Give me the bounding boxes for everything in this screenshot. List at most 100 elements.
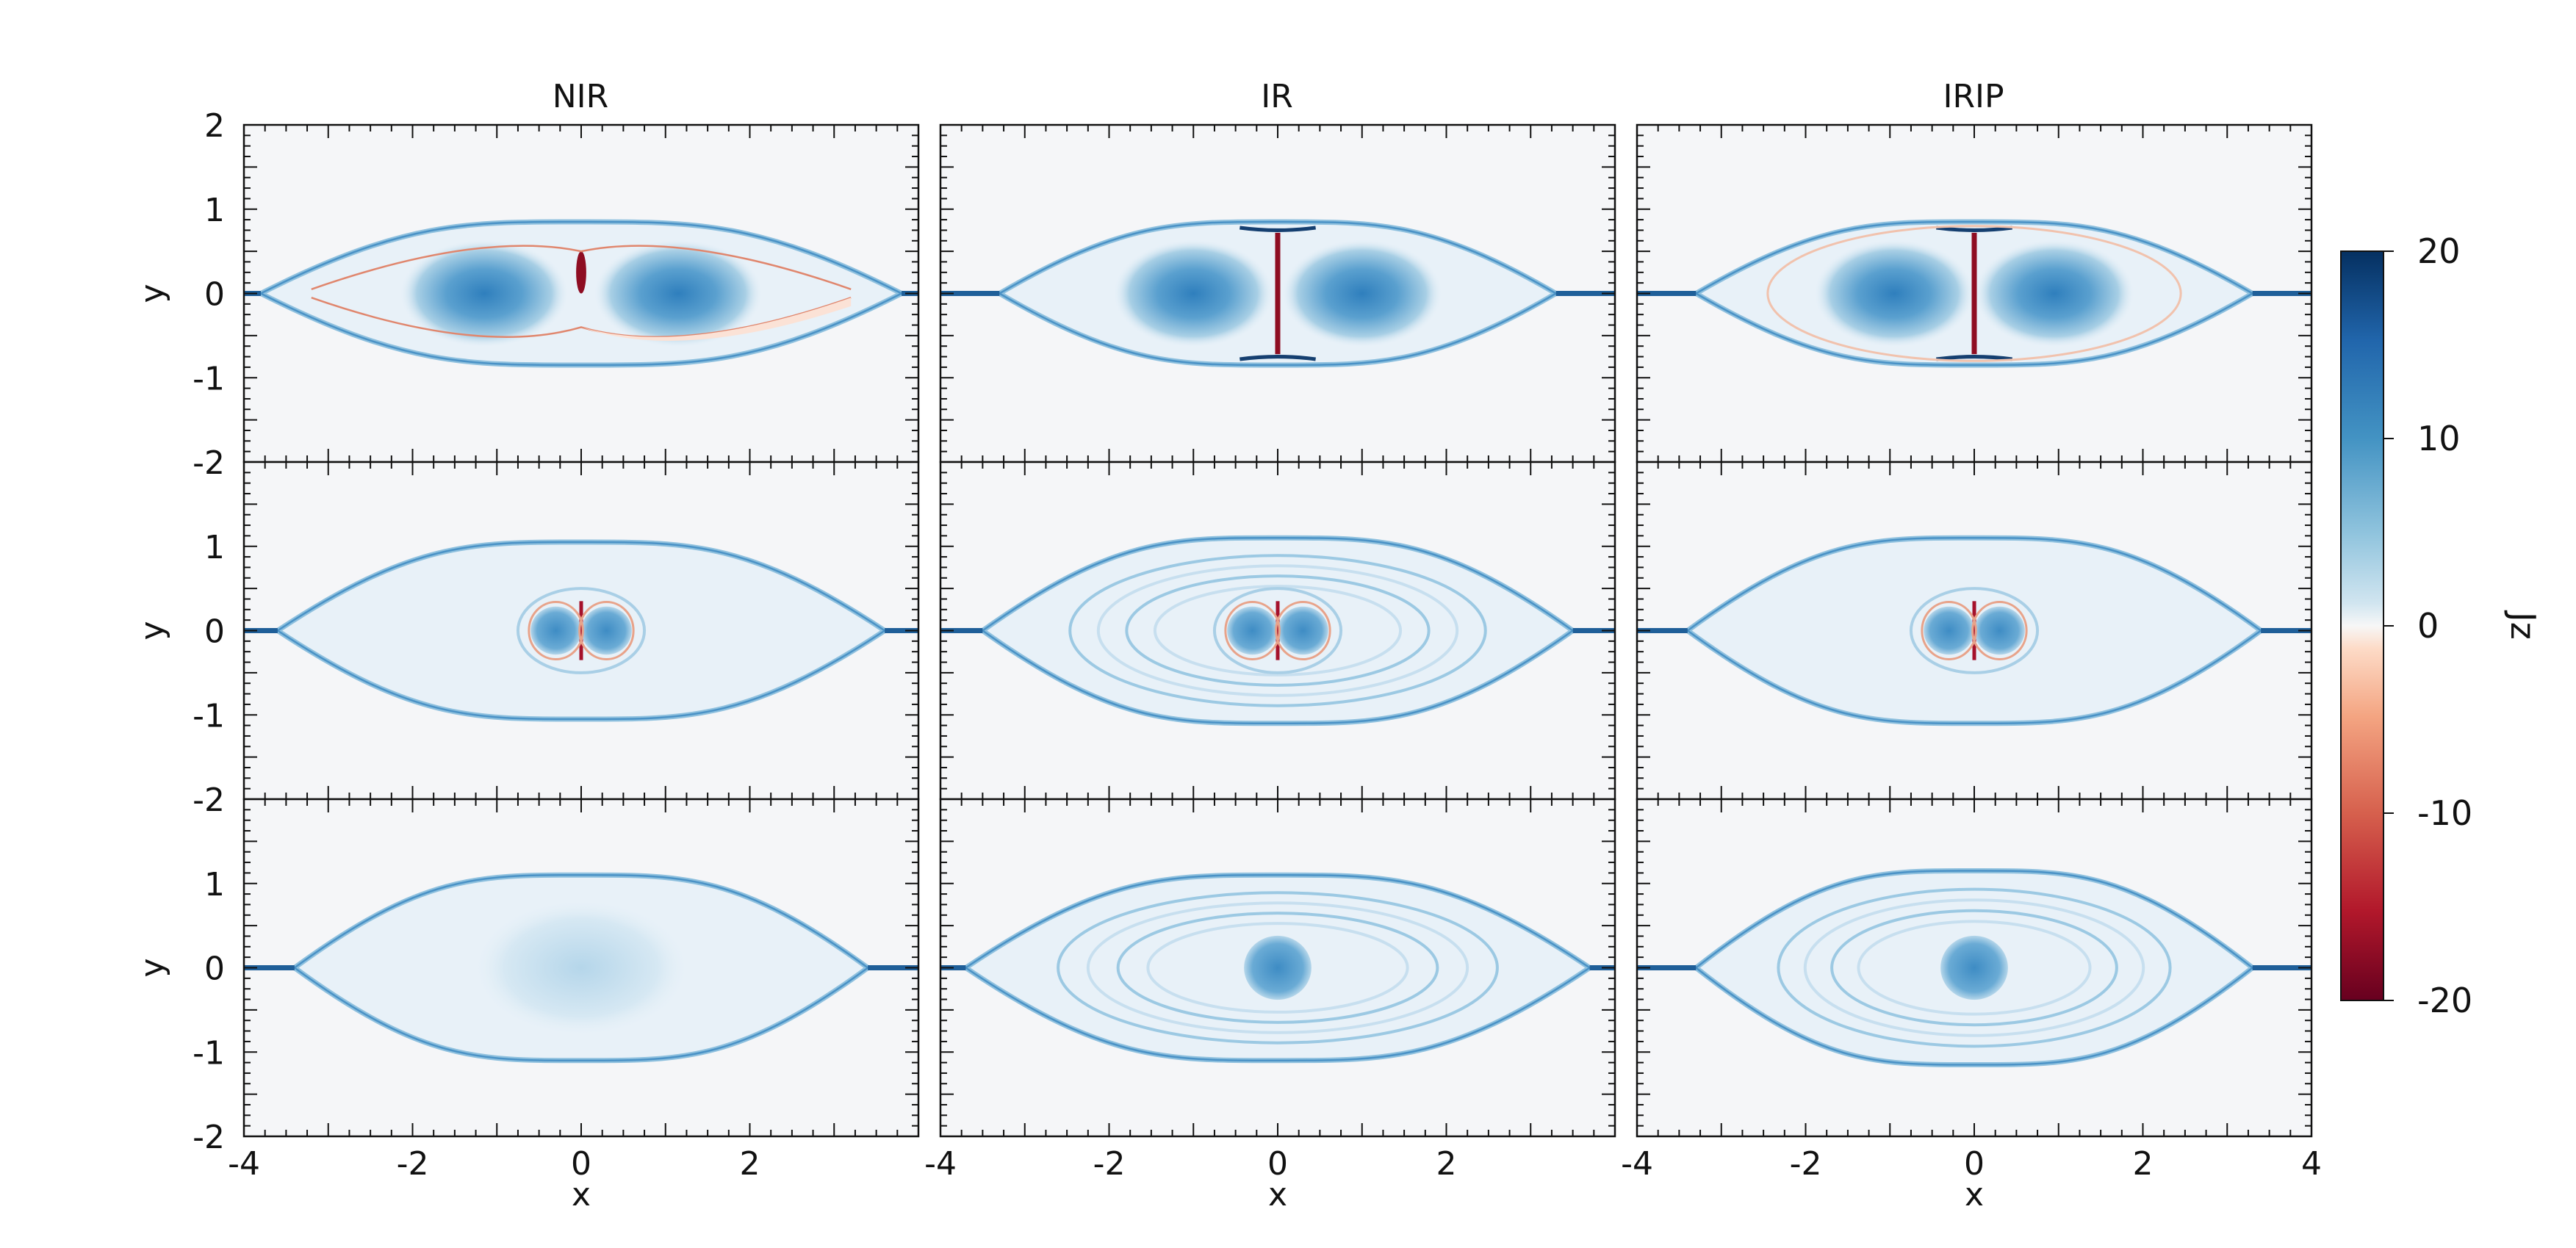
y-axis-label: y [134,621,171,640]
core-halo [1212,587,1343,674]
negative-lobe [581,297,852,341]
y-tick-label: 0 [204,276,225,314]
panel-nir-row1: 1 0 -1 -2 y [134,461,920,819]
x-axis-label: x [1268,1176,1287,1213]
current-core [1924,606,1974,655]
core-edge [528,600,584,661]
upper-cap [1936,226,2012,232]
lower-cap [1936,355,2012,361]
x-tick-label: 4 [2301,1145,2322,1183]
ripple-ring [1146,922,1409,1014]
y-tick-label: 1 [204,192,225,229]
current-core [1974,239,2135,347]
y-tick-label: 2 [204,107,225,145]
current-core [1974,606,2025,655]
core-edge [578,600,635,661]
island-boundary-core [964,874,1591,1061]
column-titles: NIR IR IRIP [553,78,2004,115]
x-tick-label: 2 [740,1145,760,1183]
panel-ticks [243,461,919,800]
x-tick-label: -4 [228,1145,260,1183]
core-edge [1275,600,1331,661]
x-tick-label: 2 [2133,1145,2154,1183]
panel-irip-row0 [1636,123,2313,464]
ripple-ring [1125,574,1431,687]
x-tick-label: 0 [1964,1145,1985,1183]
panel-nir-row0: 2 1 0 -1 -2 y [134,107,920,482]
y-tick-label: -1 [193,1034,225,1072]
y-axis-label: y [134,284,171,303]
y-tick-label: -2 [193,444,225,482]
panel-ir-row2: -4 -2 0 2 x [924,798,1616,1213]
current-core [1940,935,2008,1000]
y-tick-label: 0 [204,951,225,988]
lower-cap [1240,355,1316,361]
column-title-nir: NIR [553,78,608,115]
panel-ticks [1636,124,2312,463]
y-tick-label: -2 [193,782,225,819]
current-core [1278,606,1328,655]
panel-ticks [940,798,1616,1137]
upper-cap [1240,226,1316,232]
ripple-ring [1116,912,1439,1024]
panel-ticks [243,798,919,1137]
y-tick-label: 0 [204,613,225,651]
core-edge [1224,600,1281,661]
colorbar: 20 10 0 -10 -20 Jz [2340,231,2543,1020]
current-core [1244,935,1312,1000]
panel-irip-row2: -4 -2 0 2 4 x [1621,798,2322,1213]
current-core [530,606,581,655]
y-tick-label: -2 [193,1119,225,1156]
colorbar-gradient [2340,250,2384,1001]
ripple-ring [1068,554,1487,707]
current-core [594,239,763,347]
x-tick-label: -2 [1093,1145,1126,1183]
x-tick-label: -2 [1790,1145,1822,1183]
x-tick-label: 0 [1267,1145,1288,1183]
x-tick-label: 2 [1436,1145,1457,1183]
y-axis-label: y [134,958,171,977]
panel-ticks [1636,798,2312,1137]
current-core [581,606,632,655]
colorbar-label: Jz [2503,610,2543,640]
negative-ring [1766,225,2182,362]
current-core [1281,239,1442,347]
current-core [1113,239,1274,347]
current-core [1813,239,1974,347]
ripple-ring [1057,891,1499,1045]
panel-ticks [243,124,919,463]
x-axis-label: x [572,1176,591,1213]
x-tick-label: 0 [571,1145,591,1183]
panel-nir-row2: 10-1-2y-4 -2 0 2x [134,798,920,1213]
core-halo [1909,587,2040,674]
column-title-irip: IRIP [1943,78,2004,115]
x-tick-label: -2 [397,1145,429,1183]
current-core [400,239,569,347]
ripple-ring [1857,920,2092,1016]
panel-irip-row1 [1636,461,2313,801]
panel-ticks [940,124,1616,463]
colorbar-ticks: 20 10 0 -10 -20 [2383,231,2472,1020]
current-core [1227,606,1278,655]
ripple-ring [1830,909,2118,1027]
current-core [471,898,691,1038]
y-tick-label: 1 [204,529,225,566]
column-title-ir: IR [1261,78,1293,115]
colorbar-tick-label: 20 [2417,231,2461,271]
y-tick-label: -1 [193,360,225,397]
negative-arc-upper [311,245,852,290]
colorbar-tick-label: 0 [2417,606,2439,646]
central-negative-sheet [576,251,586,294]
ripple-ring [1777,887,2172,1048]
panel-ir-row0 [939,123,1616,464]
ripple-ring [1803,898,2145,1037]
core-edge [1971,600,2028,661]
ripple-ring [1153,585,1403,677]
core-halo [516,587,647,674]
colorbar-tick-label: -20 [2417,981,2472,1020]
x-tick-label: -4 [924,1145,957,1183]
y-tick-label: 1 [204,866,225,903]
y-tick-label: -1 [193,697,225,735]
